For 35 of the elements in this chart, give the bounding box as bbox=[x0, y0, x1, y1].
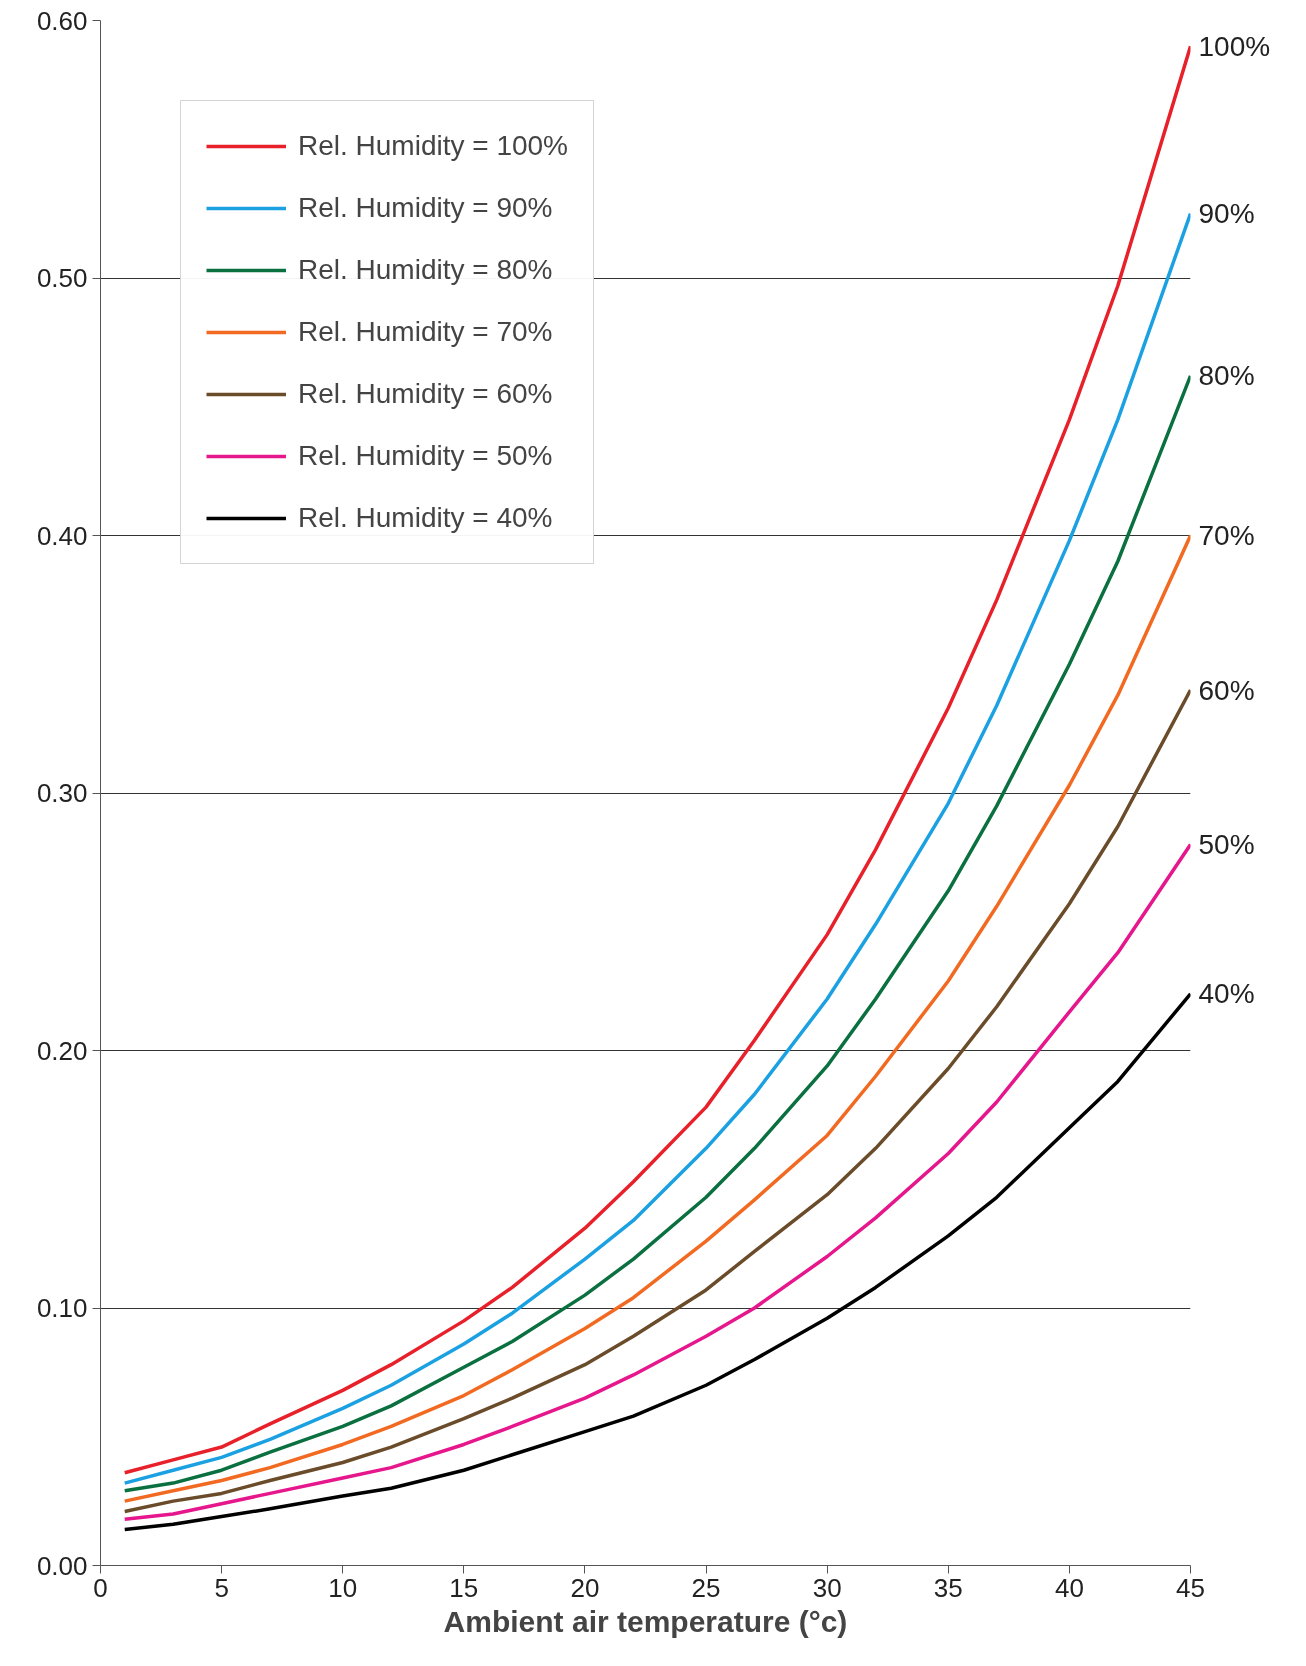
text: 60% bbox=[1198, 674, 1255, 706]
x-tick-label: 30 bbox=[812, 1572, 842, 1603]
text: 90% bbox=[1198, 198, 1255, 230]
legend-label: Rel. Humidity = 70% bbox=[298, 315, 553, 349]
x-tick-label: 5 bbox=[214, 1572, 229, 1603]
x-axis-title: Ambient air temperature (°c) bbox=[443, 1604, 848, 1638]
legend-label: Rel. Humidity = 60% bbox=[298, 377, 553, 411]
line-series bbox=[122, 992, 1191, 1532]
text: 50% bbox=[1198, 829, 1255, 860]
legend-label: Rel. Humidity = 40% bbox=[298, 501, 553, 535]
y-tick-label: 0.30 bbox=[36, 778, 88, 808]
x-tick-label: 10 bbox=[328, 1572, 358, 1603]
x-tick-label: 15 bbox=[449, 1572, 479, 1603]
x-tick-label: 0 bbox=[93, 1572, 108, 1603]
text: 100% bbox=[1198, 30, 1271, 62]
y-tick-label: 0.60 bbox=[36, 5, 88, 36]
legend-label: Rel. Humidity = 80% bbox=[298, 253, 553, 287]
legend-label: Rel. Humidity = 50% bbox=[298, 439, 553, 473]
legend-label: Rel. Humidity = 90% bbox=[298, 191, 553, 225]
text: 40% bbox=[1198, 978, 1255, 1010]
line-series bbox=[122, 688, 1191, 1514]
x-tick-label: 25 bbox=[691, 1572, 721, 1603]
y-tick-label: 0.00 bbox=[36, 1550, 88, 1581]
y-tick-label: 0.40 bbox=[36, 520, 88, 551]
line-series bbox=[122, 842, 1191, 1521]
text: 70% bbox=[1198, 520, 1255, 551]
x-tick-label: 45 bbox=[1176, 1572, 1205, 1603]
legend-label: Rel. Humidity = 100% bbox=[298, 129, 569, 163]
x-tick-label: 35 bbox=[933, 1572, 963, 1603]
text: 80% bbox=[1198, 360, 1255, 392]
x-tick-label: 20 bbox=[570, 1572, 600, 1603]
y-tick-label: 0.20 bbox=[36, 1035, 88, 1066]
y-tick-label: 0.50 bbox=[36, 263, 88, 293]
x-tick-label: 40 bbox=[1054, 1572, 1084, 1603]
y-tick-label: 0.10 bbox=[36, 1293, 88, 1323]
